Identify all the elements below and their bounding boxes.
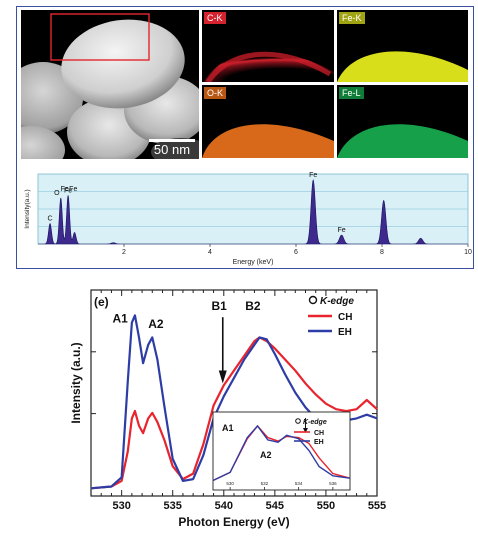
x-tick-label: 550 bbox=[317, 500, 335, 512]
legend-label: CH bbox=[338, 312, 352, 323]
peak-label: Fe bbox=[337, 227, 345, 234]
legend-marker bbox=[308, 295, 318, 305]
b1-arrow-head bbox=[218, 370, 227, 384]
map-label: C-K bbox=[204, 12, 226, 24]
series-line-ch bbox=[90, 336, 378, 490]
scale-bar bbox=[149, 139, 195, 142]
inset-frame bbox=[212, 411, 351, 491]
x-axis-label: Energy (keV) bbox=[233, 259, 274, 266]
map-c-k: C-K bbox=[202, 10, 334, 82]
map-fe-k: Fe-K bbox=[337, 10, 468, 82]
y-axis-label: Intensity(a.u.) bbox=[24, 189, 31, 228]
x-tick-label: 6 bbox=[294, 249, 298, 256]
map-label: Fe-L bbox=[339, 87, 364, 99]
peak-label: Fe bbox=[309, 172, 317, 179]
annotation-label: A2 bbox=[148, 317, 164, 331]
inset-arrow-head bbox=[302, 428, 308, 433]
x-tick-label: 555 bbox=[368, 500, 386, 512]
legend-label: EH bbox=[338, 327, 352, 338]
peak-label: O bbox=[54, 190, 60, 197]
haadf-image: 50 nm bbox=[21, 10, 199, 159]
inset-x-tick-label: 532 bbox=[261, 481, 269, 486]
scale-bar-label: 50 nm bbox=[154, 142, 190, 157]
inset-annotation-label: A2 bbox=[260, 450, 272, 460]
inset-x-tick-label: 536 bbox=[329, 481, 337, 486]
inset-annotation-label: A1 bbox=[222, 423, 234, 433]
inset-legend-marker bbox=[295, 418, 301, 424]
selection-rectangle bbox=[50, 13, 150, 61]
annotation-label: B2 bbox=[245, 299, 261, 313]
nanoparticle-illustration: 50 nm bbox=[21, 10, 199, 159]
x-tick-label: 545 bbox=[266, 500, 284, 512]
x-tick-label: 10 bbox=[464, 249, 472, 256]
x-tick-label: 8 bbox=[380, 249, 384, 256]
inset-x-tick-label: 534 bbox=[295, 481, 303, 486]
peak-label: C bbox=[48, 216, 53, 223]
xas-chart: 530 535 540 545 550 555 Photon Energy (eV) Inte… bbox=[69, 289, 386, 529]
panel-label: (e) bbox=[94, 295, 109, 309]
peak-label: Fe bbox=[61, 186, 69, 193]
legend-title: K-edge bbox=[320, 296, 354, 307]
x-tick-label: 530 bbox=[112, 500, 130, 512]
map-fe-l: Fe-L bbox=[337, 85, 468, 158]
x-tick-label: 540 bbox=[215, 500, 233, 512]
annotation-label: B1 bbox=[212, 299, 228, 313]
inset-series-line-eh bbox=[212, 424, 351, 482]
annotation-label: A1 bbox=[112, 312, 128, 326]
map-label: O-K bbox=[204, 87, 227, 99]
inset-legend-title: K-edge bbox=[303, 419, 327, 426]
map-label: Fe-K bbox=[339, 12, 365, 24]
peak-label: Fe bbox=[64, 187, 72, 194]
x-tick-label: 2 bbox=[122, 249, 126, 256]
x-tick-label: 4 bbox=[208, 249, 212, 256]
inset-x-tick-label: 530 bbox=[226, 481, 234, 486]
x-axis-label: Photon Energy (eV) bbox=[178, 515, 289, 529]
x-tick-label: 535 bbox=[164, 500, 182, 512]
y-axis-label: Intensity (a.u.) bbox=[69, 342, 83, 423]
peak-label: Fe bbox=[69, 186, 77, 193]
inset-legend-label: EH bbox=[314, 439, 324, 446]
inset-legend-label: CH bbox=[314, 430, 324, 437]
map-o-k: O-K bbox=[202, 85, 334, 158]
spectrum-area bbox=[38, 179, 468, 245]
